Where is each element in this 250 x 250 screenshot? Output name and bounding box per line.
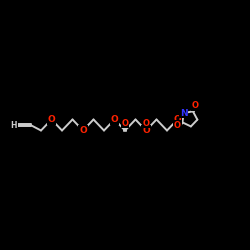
Text: O: O [79, 126, 87, 135]
Text: O: O [110, 115, 118, 124]
Text: O: O [48, 115, 56, 124]
Text: O: O [174, 121, 180, 130]
Text: O: O [192, 101, 199, 110]
Text: N: N [180, 108, 188, 118]
Text: O: O [174, 115, 182, 124]
Text: O: O [122, 118, 128, 128]
Text: O: O [174, 115, 182, 124]
Text: O: O [142, 118, 150, 128]
Text: O: O [142, 126, 150, 135]
Text: H: H [10, 120, 17, 130]
